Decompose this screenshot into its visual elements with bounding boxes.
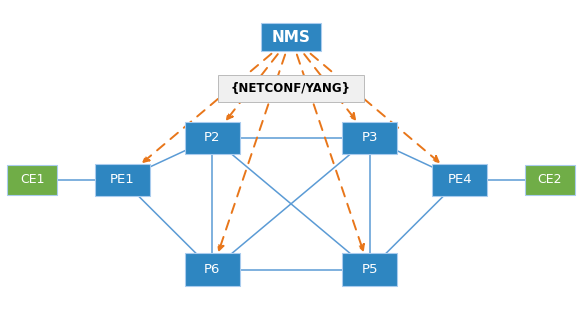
Text: P2: P2 xyxy=(204,131,221,144)
Text: CE2: CE2 xyxy=(538,173,562,186)
Text: P5: P5 xyxy=(361,263,378,276)
Text: PE1: PE1 xyxy=(110,173,134,186)
FancyBboxPatch shape xyxy=(342,122,397,154)
FancyBboxPatch shape xyxy=(525,165,574,195)
FancyBboxPatch shape xyxy=(94,164,150,196)
FancyBboxPatch shape xyxy=(185,254,240,286)
Text: {NETCONF/YANG}: {NETCONF/YANG} xyxy=(231,82,351,95)
FancyBboxPatch shape xyxy=(432,164,488,196)
Text: NMS: NMS xyxy=(272,30,310,45)
Text: CE1: CE1 xyxy=(20,173,44,186)
FancyBboxPatch shape xyxy=(261,23,321,51)
FancyBboxPatch shape xyxy=(342,254,397,286)
Text: P3: P3 xyxy=(361,131,378,144)
FancyBboxPatch shape xyxy=(185,122,240,154)
FancyBboxPatch shape xyxy=(7,165,56,195)
Text: P6: P6 xyxy=(204,263,221,276)
Text: PE4: PE4 xyxy=(448,173,472,186)
FancyBboxPatch shape xyxy=(218,75,364,102)
